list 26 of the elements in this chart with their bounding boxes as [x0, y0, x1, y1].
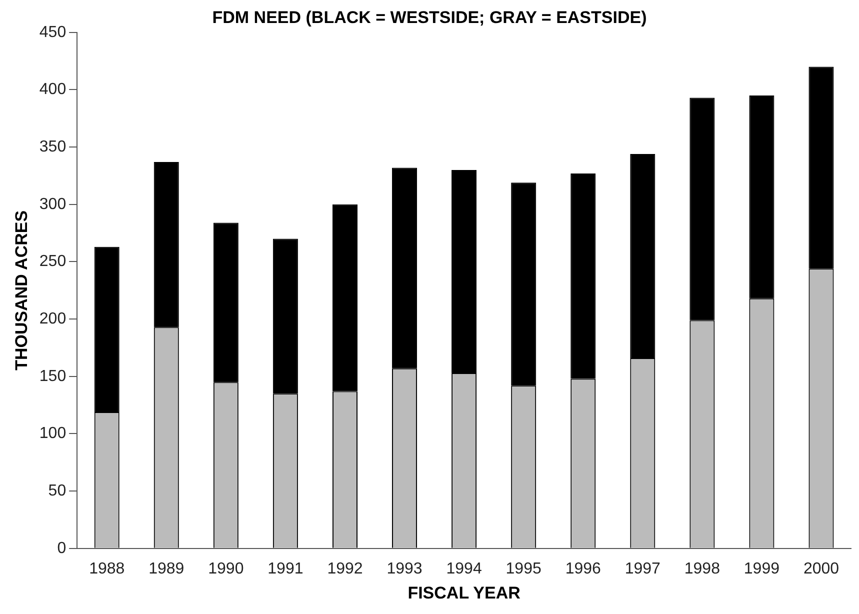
y-tick-label: 0	[57, 540, 66, 557]
x-tick-label: 1998	[684, 560, 720, 578]
x-tick-label: 2000	[803, 560, 840, 578]
y-tick-label: 250	[39, 253, 66, 270]
x-tick-label: 1999	[744, 560, 780, 578]
x-tick-label: 1989	[148, 560, 184, 578]
y-tick-label: 200	[39, 310, 66, 328]
x-tick-label: 1994	[446, 560, 482, 578]
y-tick-label: 50	[48, 482, 66, 500]
x-axis-title: FISCAL YEAR	[408, 583, 520, 602]
y-tick-label: 350	[39, 138, 66, 156]
x-tick-label: 1997	[624, 560, 661, 578]
x-tick-label: 1995	[506, 560, 542, 578]
y-tick-label: 150	[39, 368, 66, 385]
x-tick-label: 1988	[89, 560, 125, 578]
y-tick-label: 400	[39, 81, 66, 98]
chart-title: FDM NEED (BLACK = WESTSIDE; GRAY = EASTSIDE)	[212, 8, 647, 27]
x-tick-label: 1993	[386, 560, 422, 578]
x-tick-label: 1996	[565, 560, 602, 578]
y-tick-label: 450	[39, 24, 66, 41]
x-tick-label: 1991	[268, 560, 304, 578]
x-tick-label: 1992	[327, 560, 363, 578]
x-tick-label: 1990	[208, 560, 244, 578]
y-tick-label: 100	[39, 425, 66, 442]
y-axis-title: THOUSAND ACRES	[12, 210, 31, 370]
y-tick-label: 300	[39, 196, 66, 213]
